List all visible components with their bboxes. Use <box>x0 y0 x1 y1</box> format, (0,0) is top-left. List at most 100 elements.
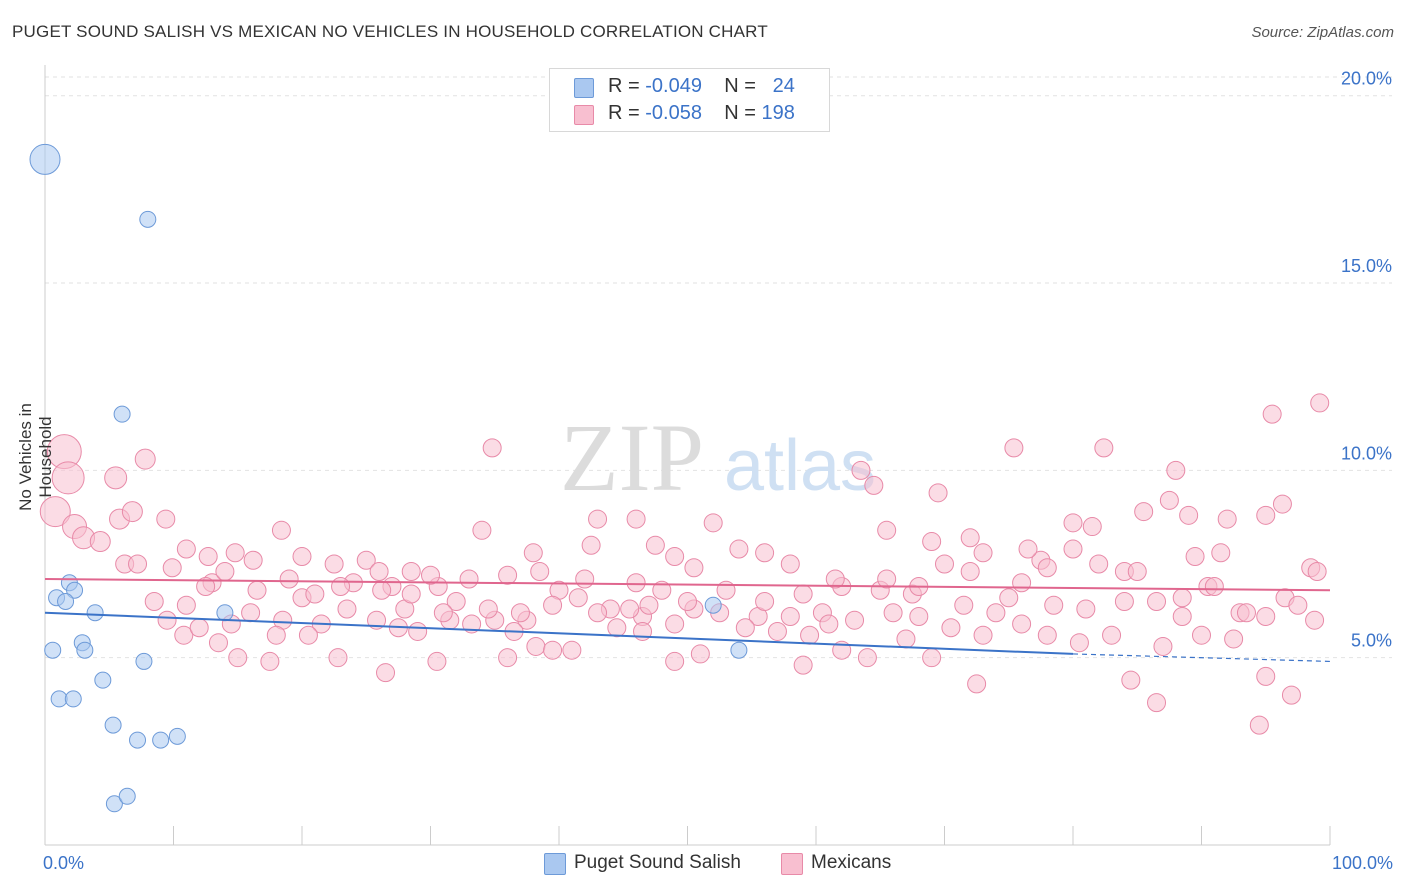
mexicans-point <box>421 565 440 585</box>
series-swatch-mexicans <box>781 853 803 875</box>
mexicans-point <box>665 651 685 671</box>
legend-swatch-mexicans <box>574 105 594 125</box>
mexicans-trend-line <box>44 578 1331 592</box>
watermark-zip: ZIP <box>560 404 704 511</box>
mexicans-point <box>690 644 710 664</box>
series-swatch-salish <box>544 853 566 875</box>
legend-n-value: 198 <box>761 102 795 124</box>
mexicans-point <box>954 595 974 615</box>
mexicans-point <box>472 520 492 540</box>
mexicans-point <box>1179 505 1199 525</box>
salish-point <box>44 641 62 659</box>
mexicans-point <box>678 591 697 611</box>
mexicans-point <box>331 577 351 597</box>
mexicans-point <box>1172 588 1192 608</box>
mexicans-point <box>1256 505 1276 525</box>
mexicans-point <box>652 580 672 600</box>
mexicans-point <box>372 580 392 600</box>
mexicans-point <box>1172 606 1192 626</box>
mexicans-point <box>780 606 800 626</box>
mexicans-point <box>986 603 1006 623</box>
y-tick-label: 20.0% <box>1341 69 1392 89</box>
mexicans-point <box>427 651 447 671</box>
mexicans-point <box>328 648 348 668</box>
mexicans-point <box>356 550 376 570</box>
salish-point <box>86 604 104 622</box>
salish-trend-extension <box>1072 653 1331 663</box>
mexicans-point <box>1310 393 1330 413</box>
mexicans-point <box>825 569 845 589</box>
salish-point <box>216 604 234 622</box>
mexicans-point <box>89 531 111 553</box>
mexicans-point <box>755 543 775 563</box>
mexicans-point <box>780 554 800 574</box>
mexicans-point <box>1153 636 1173 656</box>
legend-n-value: 24 <box>772 75 795 97</box>
mexicans-point <box>1037 558 1057 578</box>
correlation-legend: R = -0.049 N = 24 R = -0.058 N = 198 <box>549 68 830 132</box>
mexicans-point <box>543 595 563 615</box>
mexicans-point <box>864 475 884 495</box>
mexicans-point <box>793 584 813 604</box>
mexicans-point <box>1307 562 1327 582</box>
mexicans-point <box>1018 539 1038 559</box>
x-tick-label: 0.0% <box>43 853 84 873</box>
mexicans-point <box>1159 490 1179 510</box>
mexicans-point <box>401 562 421 582</box>
mexicans-point <box>973 543 993 563</box>
mexicans-point <box>703 513 723 533</box>
mexicans-point <box>462 614 482 634</box>
salish-point <box>66 581 84 599</box>
mexicans-point <box>1256 606 1276 626</box>
mexicans-point <box>896 629 916 649</box>
mexicans-point <box>1147 591 1167 611</box>
axes <box>44 65 1331 846</box>
mexicans-point <box>510 603 530 623</box>
mexicans-point <box>292 547 312 567</box>
mexicans-point <box>279 569 299 589</box>
watermark: ZIP atlas <box>560 404 876 511</box>
mexicans-point <box>575 569 595 589</box>
watermark-atlas: atlas <box>724 426 876 506</box>
mexicans-point <box>498 565 518 585</box>
salish-point <box>105 795 123 813</box>
mexicans-point <box>1236 603 1256 623</box>
mexicans-point <box>1094 438 1114 458</box>
mexicans-point <box>198 547 218 567</box>
mexicans-point <box>433 603 453 623</box>
mexicans-point <box>162 558 182 578</box>
mexicans-point <box>973 625 993 645</box>
mexicans-point <box>367 610 387 630</box>
mexicans-point <box>851 460 871 480</box>
mexicans-point <box>767 621 787 641</box>
mexicans-point <box>581 535 601 555</box>
mexicans-point <box>51 461 85 495</box>
mexicans-point <box>819 614 839 634</box>
salish-point <box>139 210 157 228</box>
mexicans-point <box>1012 614 1032 634</box>
mexicans-point <box>1037 625 1057 645</box>
mexicans-point <box>446 591 466 611</box>
salish-point <box>129 731 147 749</box>
mexicans-point <box>157 610 177 630</box>
mexicans-point <box>960 528 980 548</box>
mexicans-point <box>877 569 897 589</box>
mexicans-point <box>176 595 196 615</box>
mexicans-point <box>305 584 325 604</box>
mexicans-point <box>588 509 608 529</box>
mexicans-point <box>247 580 267 600</box>
legend-n-label: N = <box>724 102 762 124</box>
salish-point <box>113 405 131 423</box>
salish-point <box>730 641 748 659</box>
salish-point <box>152 731 170 749</box>
mexicans-point <box>1281 685 1301 705</box>
mexicans-point <box>1089 554 1109 574</box>
mexicans-point <box>523 543 543 563</box>
x-tick-label: 100.0% <box>1332 853 1393 873</box>
grid-lines <box>45 76 1392 659</box>
mexicans-point <box>128 554 148 574</box>
mexicans-point <box>626 509 646 529</box>
mexicans-point <box>665 614 685 634</box>
salish-point <box>57 592 75 610</box>
